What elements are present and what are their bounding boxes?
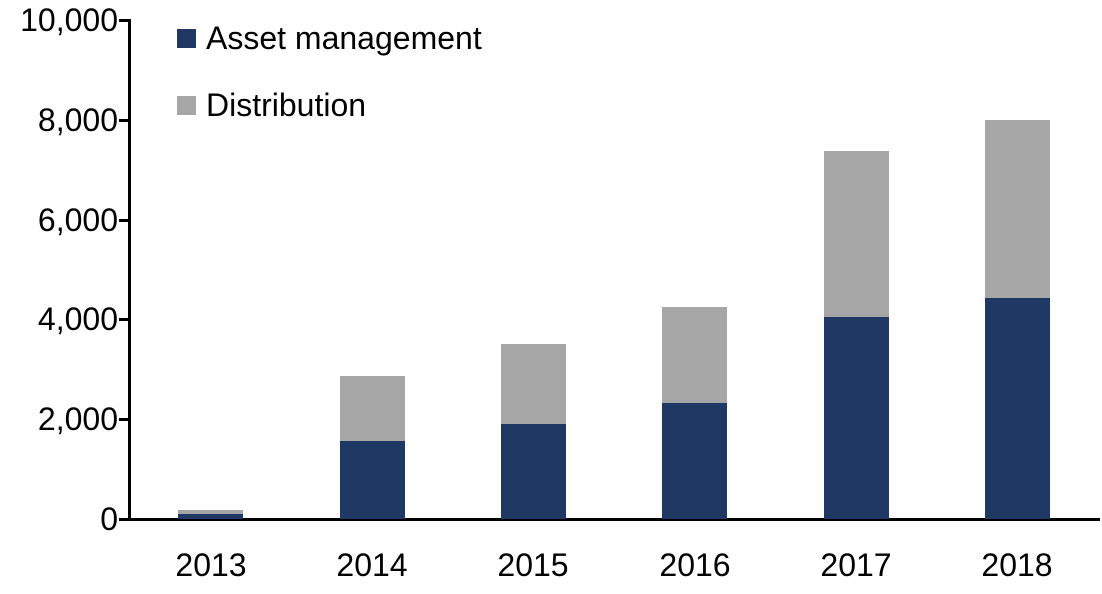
bar-segment-distribution-2017 [824,150,889,318]
bar-segment-distribution-2013 [178,509,243,514]
y-axis-tick-4-000 [119,318,129,322]
bar-segment-distribution-2016 [662,306,727,404]
bar-segment-asset-management-2015 [501,424,566,519]
x-axis-label-2015: 2015 [497,547,569,583]
bar-segment-asset-management-2013 [178,514,243,519]
x-axis-label-2013: 2013 [175,547,247,583]
y-axis-tick-0 [119,518,129,521]
bar-segment-asset-management-2014 [340,441,405,519]
legend-label-asset-management: Asset management [206,20,482,56]
bar-segment-distribution-2018 [985,119,1050,299]
x-axis-label-2018: 2018 [981,547,1053,583]
legend-item-asset-management: Asset management [177,22,482,54]
y-axis-label-0: 0 [100,501,118,537]
legend-item-distribution: Distribution [177,89,482,121]
y-axis-tick-10-000 [119,19,129,22]
bar-segment-asset-management-2018 [985,298,1050,519]
y-axis-label-6-000: 6,000 [37,201,118,238]
y-axis-label-2-000: 2,000 [37,401,118,438]
bar-segment-asset-management-2016 [662,403,727,519]
x-axis-label-2014: 2014 [336,547,408,583]
legend: Asset management Distribution [177,22,482,161]
x-axis-label-2017: 2017 [820,547,892,583]
y-axis-line [128,19,131,521]
y-axis-tick-6-000 [119,218,129,222]
bar-segment-distribution-2015 [501,344,566,425]
x-axis-line [128,518,1100,521]
legend-swatch-distribution-icon [177,95,196,115]
bar-segment-asset-management-2017 [824,317,889,519]
y-axis-label-10-000: 10,000 [20,2,118,38]
y-axis-tick-2-000 [119,418,129,422]
bar-segment-distribution-2014 [340,376,405,442]
legend-label-distribution: Distribution [206,87,367,123]
y-axis-tick-8-000 [119,118,129,122]
legend-swatch-asset-management-icon [177,28,196,48]
y-axis-label-8-000: 8,000 [37,101,118,138]
x-axis-label-2016: 2016 [659,547,731,583]
y-axis-label-4-000: 4,000 [37,301,118,338]
